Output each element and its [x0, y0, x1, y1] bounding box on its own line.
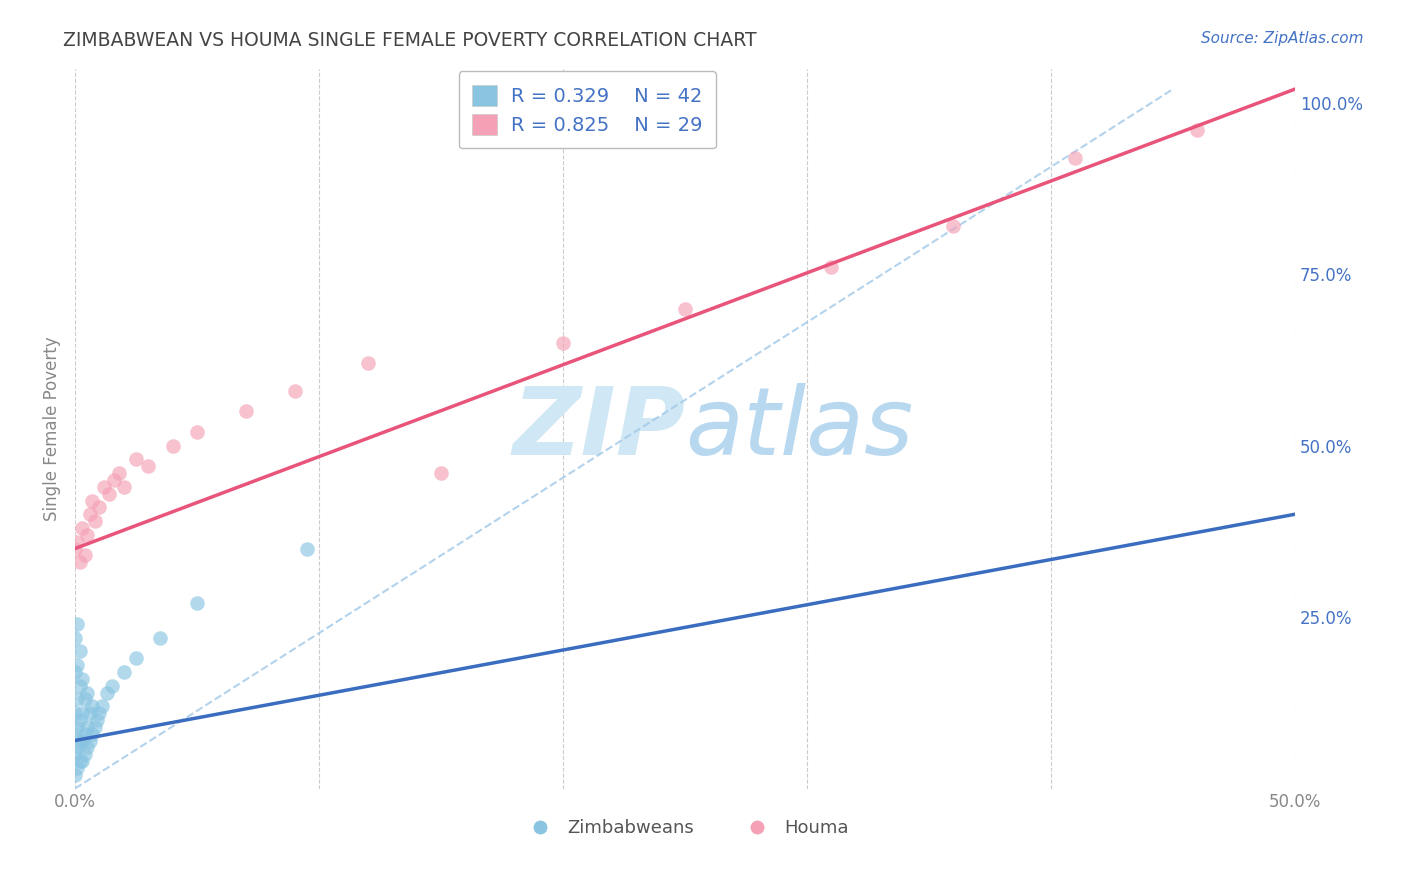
Point [79, 706, 101, 720]
Point [66, 658, 89, 673]
Point [108, 466, 131, 480]
Point [69, 754, 91, 768]
Point [98, 486, 121, 500]
Text: ZIP: ZIP [512, 383, 685, 475]
Point [83, 720, 105, 734]
Point [63, 631, 86, 645]
Point [162, 439, 184, 453]
Point [80, 727, 103, 741]
Point [79, 733, 101, 747]
Point [73, 692, 96, 706]
Point [125, 651, 148, 665]
Point [93, 480, 115, 494]
Point [1187, 123, 1209, 137]
Point [63, 541, 86, 556]
Y-axis label: Single Female Poverty: Single Female Poverty [44, 336, 60, 521]
Point [72, 754, 94, 768]
Point [673, 301, 696, 316]
Point [96, 685, 118, 699]
Point [69, 713, 91, 727]
Point [63, 665, 86, 679]
Point [80, 699, 103, 714]
Point [89, 706, 111, 720]
Point [112, 480, 135, 494]
Point [69, 555, 91, 569]
Point [125, 452, 148, 467]
Point [295, 541, 318, 556]
Point [63, 768, 86, 782]
Point [63, 706, 86, 720]
Point [66, 692, 89, 706]
Point [76, 740, 98, 755]
Point [83, 514, 105, 528]
Point [136, 459, 159, 474]
Point [72, 672, 94, 686]
Point [942, 219, 965, 234]
Point [149, 631, 172, 645]
Point [100, 679, 122, 693]
Point [186, 596, 208, 610]
Point [73, 549, 96, 563]
Point [235, 404, 257, 418]
Point [430, 466, 453, 480]
Point [69, 733, 91, 747]
Legend: Zimbabweans, Houma: Zimbabweans, Houma [515, 812, 856, 845]
Point [79, 508, 101, 522]
Point [820, 260, 842, 275]
Point [72, 706, 94, 720]
Point [63, 727, 86, 741]
Point [73, 747, 96, 762]
Point [1064, 151, 1087, 165]
Point [66, 761, 89, 775]
Point [76, 720, 98, 734]
Point [63, 747, 86, 762]
Text: ZIMBABWEAN VS HOUMA SINGLE FEMALE POVERTY CORRELATION CHART: ZIMBABWEAN VS HOUMA SINGLE FEMALE POVERT… [63, 31, 756, 50]
Point [186, 425, 208, 439]
Point [66, 720, 89, 734]
Point [69, 644, 91, 658]
Point [76, 685, 98, 699]
Point [76, 528, 98, 542]
Text: atlas: atlas [685, 383, 914, 474]
Point [551, 335, 574, 350]
Point [103, 473, 125, 487]
Point [66, 534, 89, 549]
Point [69, 679, 91, 693]
Point [86, 713, 108, 727]
Point [90, 699, 112, 714]
Point [284, 384, 307, 398]
Point [73, 727, 96, 741]
Point [89, 500, 111, 515]
Point [112, 665, 135, 679]
Point [357, 356, 380, 370]
Point [66, 617, 89, 632]
Point [72, 733, 94, 747]
Point [66, 740, 89, 755]
Point [72, 521, 94, 535]
Point [80, 493, 103, 508]
Text: Source: ZipAtlas.com: Source: ZipAtlas.com [1201, 31, 1364, 46]
